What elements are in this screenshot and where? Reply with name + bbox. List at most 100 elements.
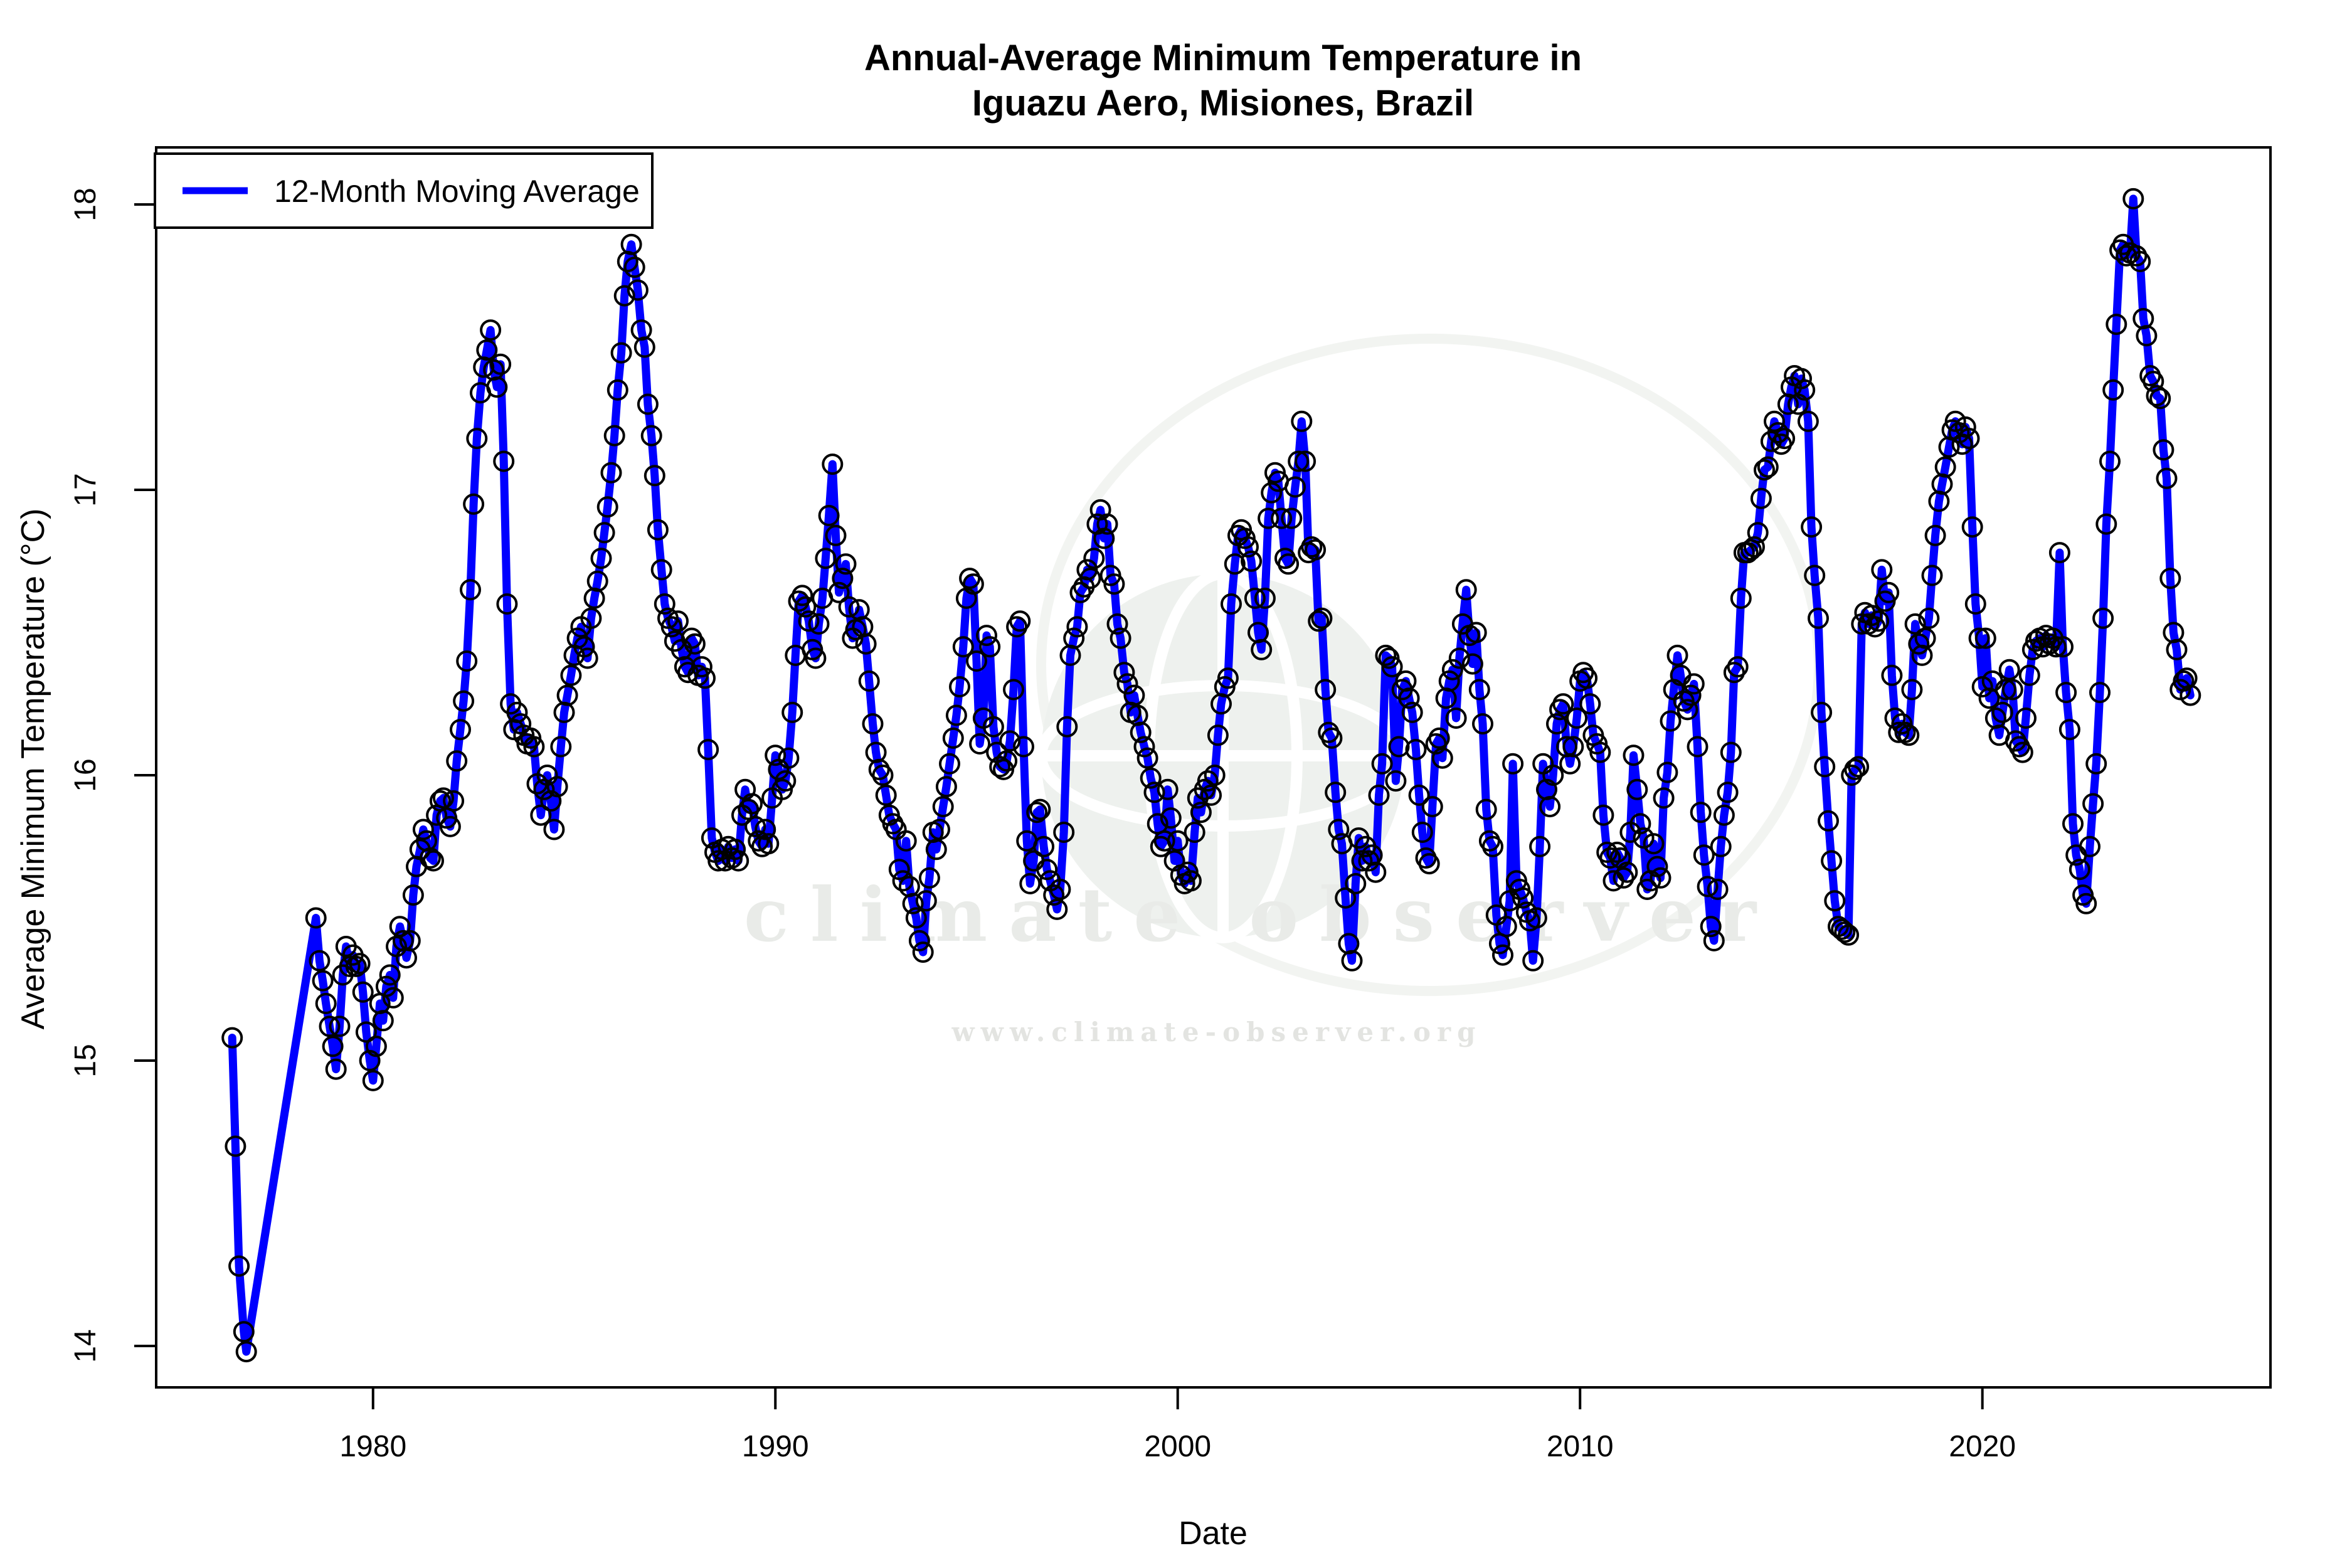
data-point-marker: [1737, 542, 1759, 564]
data-point-marker: [2045, 636, 2067, 658]
data-point-marker: [1811, 701, 1833, 723]
data-point-marker: [1921, 564, 1943, 586]
data-point-marker: [2048, 542, 2070, 564]
x-axis-label: Date: [1179, 1515, 1248, 1552]
data-point-marker: [1643, 833, 1665, 855]
data-point-marker: [2055, 682, 2077, 704]
data-point-marker: [593, 522, 615, 544]
data-point-marker: [450, 719, 471, 741]
data-point-marker: [1998, 659, 2020, 681]
data-point-marker: [446, 750, 468, 772]
data-point-marker: [691, 656, 712, 678]
data-point-marker: [2015, 707, 2037, 729]
data-point-marker: [939, 753, 960, 775]
data-point-marker: [1428, 727, 1450, 749]
data-point-marker: [1747, 522, 1769, 544]
x-tick-label: 1980: [339, 1430, 406, 1463]
data-point-marker: [2092, 607, 2114, 629]
data-point-marker: [1455, 579, 1477, 601]
data-point-marker: [312, 970, 334, 992]
data-point-marker: [1321, 727, 1343, 749]
data-point-marker: [1542, 765, 1564, 786]
data-point-marker: [309, 950, 331, 972]
data-point-marker: [2136, 325, 2158, 347]
data-point-marker: [868, 758, 890, 780]
data-point-marker: [808, 613, 830, 635]
legend: 12-Month Moving Average: [154, 152, 654, 229]
data-point-marker: [1475, 798, 1497, 820]
data-point-marker: [2156, 467, 2178, 489]
data-point-marker: [533, 778, 555, 800]
data-point-marker: [1924, 524, 1946, 546]
data-point-marker: [2166, 638, 2188, 660]
data-point-marker: [456, 650, 478, 672]
data-point-marker: [523, 736, 545, 758]
data-point-marker: [976, 625, 997, 647]
data-point-marker: [798, 610, 820, 632]
data-point-marker: [2089, 682, 2111, 704]
data-point-marker: [1968, 627, 1990, 649]
data-point-marker: [1160, 807, 1182, 829]
data-point-marker: [339, 955, 361, 977]
data-point-marker: [1441, 659, 1463, 681]
data-point-marker: [1502, 753, 1524, 775]
data-point-marker: [623, 257, 645, 278]
data-point-marker: [858, 670, 880, 692]
data-point-marker: [1295, 450, 1316, 472]
data-point-marker: [1335, 887, 1357, 909]
data-point-marker: [1375, 644, 1397, 666]
data-point-marker: [1157, 778, 1179, 800]
data-point-marker: [352, 981, 374, 1003]
data-point-marker: [613, 285, 635, 307]
data-point-marker: [1821, 850, 1843, 872]
data-point-marker: [872, 765, 894, 786]
data-point-marker: [1720, 741, 1742, 763]
data-point-marker: [2149, 388, 2171, 410]
data-point-marker: [1345, 872, 1367, 894]
data-point-marker: [1123, 684, 1145, 706]
data-point-marker: [1522, 950, 1544, 972]
data-point-marker: [1026, 802, 1048, 824]
data-point-marker: [758, 833, 780, 855]
data-point-marker: [1258, 507, 1279, 529]
data-point-marker: [1861, 605, 1883, 627]
data-point-marker: [305, 907, 327, 929]
data-point-marker: [1525, 907, 1547, 929]
data-point-marker: [1049, 879, 1071, 900]
data-point-marker: [1633, 827, 1655, 849]
data-point-marker: [1207, 724, 1229, 746]
data-point-marker: [748, 830, 770, 852]
data-point-marker: [1388, 736, 1410, 758]
data-point-marker: [1797, 410, 1819, 432]
data-point-marker: [795, 596, 817, 618]
data-point-marker: [1552, 693, 1574, 715]
data-point-marker: [1301, 536, 1323, 558]
data-point-marker: [1677, 699, 1698, 721]
data-point-marker: [382, 987, 404, 1009]
data-point-marker: [610, 342, 632, 364]
data-point-marker: [982, 716, 1004, 738]
data-point-marker: [1546, 713, 1567, 735]
data-point-marker: [412, 818, 434, 840]
data-point-marker: [875, 784, 897, 806]
data-point-marker: [2122, 188, 2144, 209]
data-point-marker: [1948, 422, 1970, 443]
data-point-marker: [1468, 679, 1490, 701]
plot-frame: 1980 1990 2000 2010 2020 14 15 16 17 18: [69, 146, 2272, 1463]
data-point-marker: [573, 636, 595, 658]
data-point-marker: [2126, 245, 2148, 267]
data-point-marker: [627, 279, 649, 301]
data-point-marker: [225, 1135, 246, 1157]
data-point-marker: [929, 818, 950, 840]
data-point-marker: [805, 647, 827, 669]
plot-border: [155, 146, 2272, 1389]
data-point-marker: [596, 496, 618, 518]
data-point-marker: [741, 793, 763, 815]
data-point-marker: [1991, 701, 2013, 723]
data-point-marker: [365, 1036, 387, 1057]
data-point-marker: [697, 739, 719, 761]
data-point-marker: [1908, 633, 1930, 655]
data-point-marker: [1448, 647, 1470, 669]
data-point-marker: [835, 553, 857, 575]
